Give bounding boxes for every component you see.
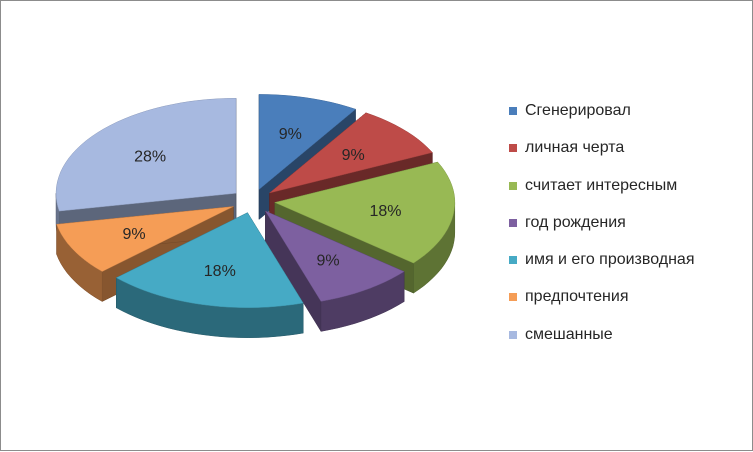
legend-swatch (509, 144, 517, 153)
legend-swatch (509, 330, 517, 339)
slice-percent-label: 18% (204, 263, 236, 280)
legend-label: личная черта (525, 139, 625, 157)
legend-label: год рождения (525, 213, 626, 231)
legend-item-generated: Сгенерировал (509, 101, 749, 138)
slice-top (55, 98, 237, 212)
legend-swatch (509, 107, 517, 115)
slice-percent-label: 9% (317, 253, 340, 270)
slice-percent-label: 9% (279, 126, 302, 143)
legend-label: Сгенерировал (525, 102, 631, 119)
legend-swatch (509, 256, 517, 265)
legend-swatch (509, 218, 517, 227)
slice-top (258, 94, 357, 190)
legend-label: смешанные (525, 325, 613, 343)
slice-percent-label: 9% (342, 147, 365, 164)
slice-top (269, 112, 433, 194)
pie-slice (264, 210, 405, 333)
legend-item-interesting: считает интересным (509, 176, 749, 213)
slice-percent-label: 9% (122, 226, 145, 243)
slice-percent-label: 18% (369, 203, 401, 220)
slice-top (264, 210, 405, 302)
legend-item-personal-trait: личная черта (509, 138, 749, 175)
legend-swatch (509, 293, 517, 302)
legend-item-birth-year: год рождения (509, 213, 749, 250)
pie-slice (115, 211, 304, 338)
legend-swatch (509, 181, 517, 190)
legend-label: считает интересным (525, 176, 678, 194)
legend: Сгенерировал личная черта считает интере… (509, 101, 749, 362)
legend-item-preferences: предпочтения (509, 287, 749, 324)
slice-percent-label: 28% (134, 149, 166, 166)
legend-label: имя и его производная (525, 251, 695, 269)
slice-top (56, 206, 234, 272)
legend-item-mixed: смешанные (509, 325, 749, 362)
slice-top (274, 161, 456, 264)
slice-top (115, 212, 304, 308)
legend-label: предпочтения (525, 288, 629, 306)
legend-item-name-derivative: имя и его производная (509, 250, 749, 287)
